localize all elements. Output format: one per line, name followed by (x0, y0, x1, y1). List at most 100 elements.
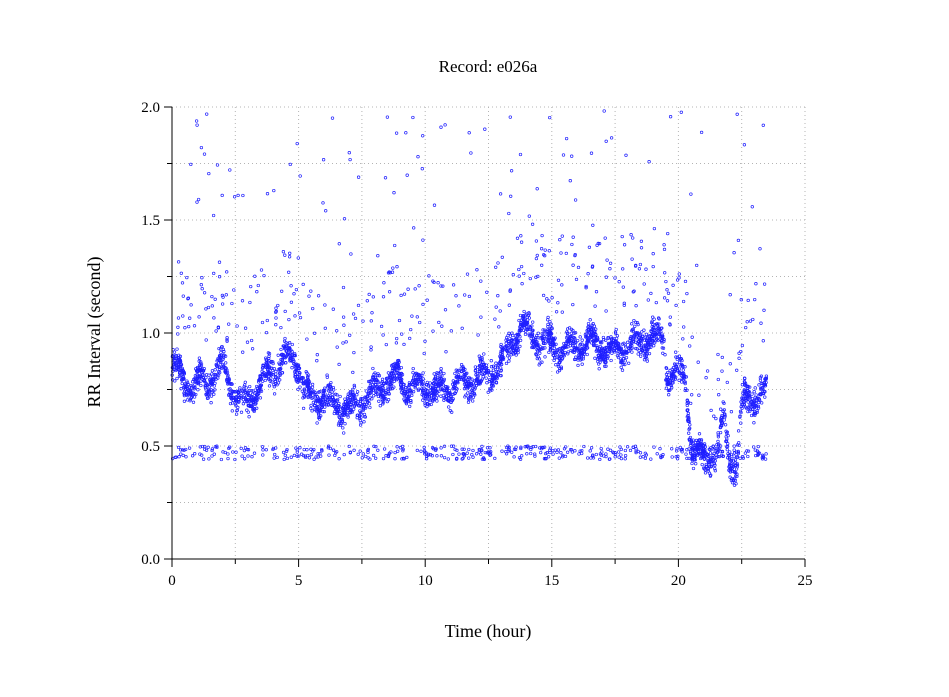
data-point (406, 287, 410, 291)
data-point (577, 355, 581, 360)
data-point (368, 405, 372, 410)
data-point (650, 337, 655, 341)
data-point (683, 365, 687, 369)
data-point (302, 447, 306, 452)
data-point (613, 346, 617, 351)
data-point (460, 326, 464, 330)
data-point (761, 339, 765, 343)
data-point (683, 374, 687, 379)
data-point (363, 397, 367, 401)
data-point (215, 359, 219, 363)
data-point (307, 294, 311, 298)
data-point (614, 336, 619, 341)
data-point (500, 352, 504, 357)
data-point (735, 463, 740, 467)
data-point (477, 450, 481, 454)
data-point (530, 328, 535, 332)
data-point (536, 346, 540, 350)
data-point (593, 304, 597, 308)
data-point (181, 314, 185, 318)
data-point (572, 357, 577, 362)
data-point (381, 400, 385, 405)
data-point (503, 346, 508, 350)
data-point (518, 152, 523, 157)
data-point (343, 400, 347, 404)
data-point (312, 392, 317, 396)
data-point (484, 376, 488, 380)
data-point (740, 343, 745, 348)
data-point (348, 407, 352, 412)
data-point (298, 385, 302, 389)
data-point (395, 365, 399, 369)
data-point (337, 415, 341, 419)
data-point (596, 359, 600, 364)
data-point (736, 238, 741, 243)
data-point (559, 451, 563, 455)
data-point (281, 250, 286, 254)
data-point (472, 384, 477, 388)
data-point (421, 398, 425, 402)
data-point (368, 391, 372, 395)
data-point (219, 345, 224, 349)
data-point (278, 378, 282, 382)
data-point (573, 253, 577, 258)
data-point (178, 371, 182, 375)
data-point (757, 383, 761, 387)
data-point (664, 279, 668, 284)
data-point (588, 318, 592, 322)
data-point (540, 335, 544, 340)
data-point (559, 251, 563, 255)
data-point (287, 341, 292, 345)
data-point (569, 327, 574, 332)
data-point (317, 410, 321, 414)
data-point (471, 395, 476, 399)
data-point (685, 456, 689, 461)
data-point (586, 272, 590, 276)
data-point (206, 389, 211, 393)
data-point (623, 359, 627, 363)
data-point (196, 376, 200, 380)
data-point (383, 392, 387, 396)
data-point (690, 461, 694, 466)
data-point (675, 447, 679, 451)
data-point (604, 454, 608, 459)
data-point (285, 447, 289, 452)
data-point (579, 348, 583, 352)
data-point (620, 342, 625, 346)
data-point (542, 253, 546, 257)
data-point (729, 452, 733, 457)
data-point (530, 332, 534, 336)
data-point (316, 455, 320, 459)
data-point (491, 368, 496, 372)
data-point (543, 341, 547, 346)
data-point (571, 263, 575, 267)
data-point (397, 360, 401, 364)
data-point (241, 350, 245, 354)
data-point (745, 449, 749, 453)
data-point (451, 452, 455, 457)
data-point (425, 298, 429, 302)
data-point (694, 462, 698, 466)
data-point (243, 446, 248, 450)
data-point (243, 399, 247, 404)
data-point (536, 336, 540, 340)
data-point (494, 265, 498, 269)
data-point (428, 453, 433, 457)
data-point (709, 460, 713, 464)
data-point (249, 338, 254, 343)
data-point (759, 393, 763, 397)
data-point (632, 318, 636, 323)
data-point (217, 361, 221, 365)
data-point (573, 198, 578, 202)
data-point (649, 334, 654, 338)
data-point (278, 373, 282, 377)
data-point (620, 234, 624, 239)
data-point (557, 368, 562, 373)
data-point (259, 387, 263, 391)
data-point (425, 389, 429, 393)
data-point (619, 360, 623, 365)
data-point (407, 380, 412, 385)
data-point (703, 468, 707, 472)
data-point (708, 448, 712, 452)
data-point (376, 254, 380, 258)
